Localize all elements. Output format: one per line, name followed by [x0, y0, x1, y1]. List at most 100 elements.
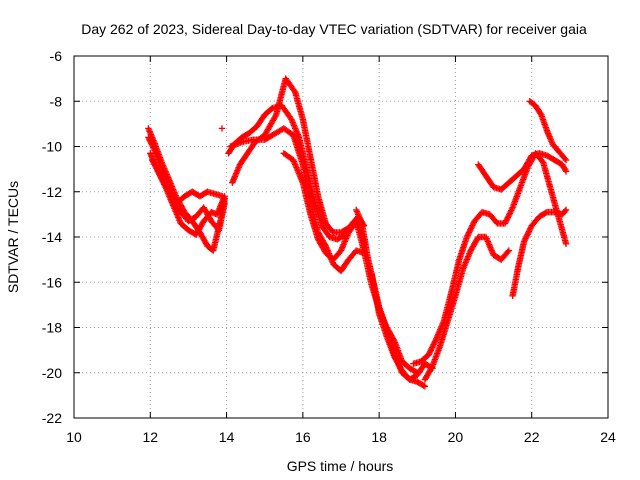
data-point-marker [431, 338, 439, 345]
data-point-marker [525, 228, 533, 235]
data-point-marker [147, 140, 155, 147]
data-point-marker [504, 214, 511, 221]
data-point-marker [431, 339, 438, 347]
data-point-marker [537, 110, 544, 117]
data-point-marker [503, 215, 511, 223]
data-point-marker [150, 145, 158, 153]
data-point-marker [562, 156, 570, 164]
x-tick-label: 22 [524, 429, 540, 445]
chart-title: Day 262 of 2023, Sidereal Day-to-day VTE… [81, 21, 587, 37]
data-point-marker [467, 225, 475, 232]
data-point-marker [562, 168, 570, 175]
series-track-15 [509, 206, 570, 300]
series-track-1 [145, 125, 228, 254]
data-point-marker [154, 168, 162, 175]
data-point-marker [152, 148, 159, 156]
data-point-marker [561, 207, 569, 215]
data-point-marker [502, 218, 509, 226]
x-tick-label: 16 [295, 429, 311, 445]
series-track-9 [280, 150, 421, 376]
data-point-marker [526, 226, 533, 234]
x-tick-label: 10 [66, 429, 82, 445]
data-point-marker [428, 364, 435, 371]
data-point-marker [151, 161, 158, 168]
data-point-marker [463, 233, 471, 241]
data-point-marker [148, 141, 156, 148]
data-point-marker [147, 138, 154, 145]
data-point-marker [465, 229, 473, 236]
data-point-marker [464, 232, 471, 239]
data-point-marker [525, 229, 532, 237]
data-point-marker [151, 147, 158, 154]
x-axis-label: GPS time / hours [287, 458, 394, 474]
data-point-marker [562, 166, 569, 174]
data-point-marker [507, 208, 514, 216]
data-point-marker [469, 222, 476, 229]
data-point-marker [151, 162, 159, 169]
y-tick-label: -6 [50, 48, 63, 64]
data-point-marker [503, 217, 510, 224]
data-point-marker [152, 163, 160, 171]
data-point-marker [504, 248, 511, 256]
data-point-marker [157, 172, 164, 179]
data-point-marker [469, 220, 477, 228]
data-point-marker [505, 247, 513, 254]
series-track-4 [148, 156, 226, 207]
data-point-marker [520, 238, 528, 245]
data-point-marker [432, 337, 439, 344]
data-point-marker [421, 383, 429, 390]
plot-frame [73, 55, 609, 419]
data-point-marker [420, 382, 427, 389]
data-point-marker [146, 137, 153, 144]
data-point-marker [505, 213, 512, 220]
data-point-marker [425, 351, 432, 358]
data-point-marker [291, 87, 298, 95]
series-track-5 [218, 125, 226, 132]
data-point-marker [561, 155, 569, 162]
x-tick-label: 12 [142, 429, 158, 445]
y-tick-label: -10 [42, 139, 62, 155]
data-point-marker [467, 226, 474, 234]
data-point-marker [149, 158, 157, 165]
data-point-marker [542, 209, 549, 217]
data-point-marker [153, 165, 160, 172]
data-point-marker [219, 193, 226, 200]
data-point-marker [522, 235, 529, 242]
data-point-marker [154, 166, 161, 174]
data-point-marker [521, 236, 528, 244]
data-point-marker [428, 344, 436, 351]
data-point-marker [466, 228, 473, 235]
series-track-11 [368, 270, 436, 383]
data-point-marker [218, 125, 226, 132]
data-point-marker [508, 205, 516, 213]
data-point-marker [150, 159, 157, 167]
data-point-marker [524, 231, 531, 238]
y-tick-label: -20 [42, 365, 62, 381]
series-track-16 [526, 98, 570, 164]
data-point-marker [272, 113, 279, 120]
y-tick-label: -16 [42, 274, 62, 290]
data-point-marker [156, 170, 163, 178]
data-point-marker [501, 220, 509, 227]
data-point-marker [465, 230, 472, 238]
axis-ticks: 10 12 14 16 18 20 22 24 -22 -20 -18 -16 -14 -12 -10 -8 -… [42, 48, 616, 445]
series-track-14 [475, 150, 570, 193]
series-track-8 [227, 125, 368, 275]
data-point-marker [523, 232, 531, 239]
data-point-marker [150, 144, 157, 151]
data-point-marker [562, 240, 570, 247]
data-point-marker [426, 348, 434, 355]
data-point-marker [508, 207, 515, 214]
y-tick-label: -14 [42, 229, 62, 245]
y-tick-label: -8 [50, 93, 63, 109]
data-point-marker [148, 156, 156, 164]
y-axis-label: SDTVAR / TECUs [5, 181, 21, 293]
data-point-marker [426, 350, 433, 357]
x-tick-label: 20 [448, 429, 464, 445]
data-point-marker [429, 342, 437, 350]
y-tick-label: -22 [42, 410, 62, 426]
data-point-marker [527, 225, 534, 232]
data-point-marker [145, 135, 153, 143]
data-point-marker [427, 347, 435, 354]
data-point-marker [468, 223, 475, 231]
